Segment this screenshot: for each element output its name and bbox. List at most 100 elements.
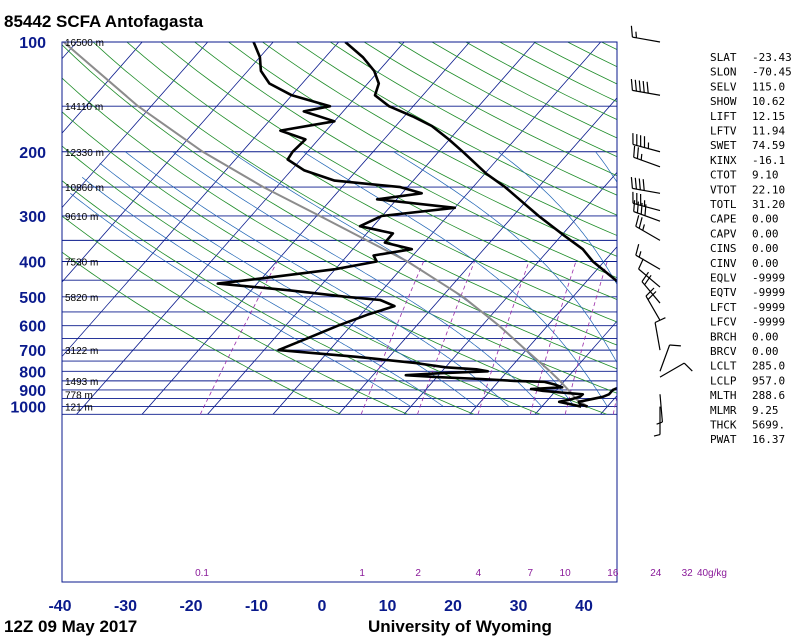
mixing-ratio-label: 2 <box>415 568 421 579</box>
barb-staff <box>632 202 661 212</box>
barb-flag <box>633 145 636 158</box>
temperature-tick-label: -10 <box>245 598 268 615</box>
height-label: 1493 m <box>65 377 98 388</box>
mixing-ratio-line <box>564 261 608 415</box>
index-value: 957.0 <box>752 374 785 387</box>
index-value: 9.25 <box>752 404 779 417</box>
index-name: SELV <box>710 80 737 93</box>
index-value: 10.62 <box>752 95 785 108</box>
index-value: 0.00 <box>752 242 779 255</box>
index-row: LCLP 957.0 <box>710 374 785 387</box>
index-value: 11.94 <box>752 125 785 138</box>
temperature-line <box>344 42 617 408</box>
isotherm <box>62 42 340 358</box>
wind-barb <box>653 406 661 437</box>
index-row: LCLT 285.0 <box>710 360 785 373</box>
footer-source: University of Wyoming <box>368 617 552 636</box>
height-label: 778 m <box>65 390 93 401</box>
index-name: KINX <box>710 154 737 167</box>
isotherm <box>0 42 11 414</box>
pressure-tick-label: 500 <box>19 290 46 307</box>
barb-staff <box>632 89 661 96</box>
mixing-ratio-label: 10 <box>560 568 572 579</box>
index-row: EQTV -9999 <box>710 286 785 299</box>
isotherm <box>62 42 274 283</box>
barb-flag <box>647 291 657 301</box>
wind-barb <box>630 177 661 194</box>
plot-frame <box>61 41 618 583</box>
barb-flag <box>630 79 633 91</box>
barb-flag <box>683 362 693 372</box>
isotherm <box>403 171 617 415</box>
index-value: 5699. <box>752 419 785 432</box>
height-label: 121 m <box>65 403 93 414</box>
wind-barb <box>633 200 661 222</box>
dry-adiabat <box>262 42 617 236</box>
index-row: CINV 0.00 <box>710 257 779 270</box>
pressure-tick-label: 800 <box>19 364 46 381</box>
dry-adiabat <box>296 42 617 216</box>
barb-flag <box>634 177 637 190</box>
mixing-ratio-label: 0.1 <box>195 568 209 579</box>
mixing-ratio-label: 32 <box>682 568 694 579</box>
mixing-ratio-label: 1 <box>359 568 365 579</box>
index-row: KINX -16.1 <box>710 154 785 167</box>
index-value: 285.0 <box>752 360 785 373</box>
index-value: 0.00 <box>752 213 779 226</box>
index-row: BRCH 0.00 <box>710 330 779 343</box>
index-value: -9999 <box>752 316 785 329</box>
barb-flag <box>634 79 637 92</box>
index-value: 0.00 <box>752 345 779 358</box>
barb-staff <box>633 156 661 168</box>
barb-staff <box>659 362 685 378</box>
index-row: CTOT 9.10 <box>710 169 779 182</box>
dry-adiabat <box>62 77 617 394</box>
index-value: 0.00 <box>752 227 779 240</box>
isotherm <box>272 42 602 415</box>
moist-adiabat <box>125 151 510 407</box>
barb-flag <box>654 317 666 324</box>
isotherm <box>76 42 405 415</box>
wind-barb <box>654 317 666 351</box>
barb-flag <box>640 202 643 215</box>
mixing-ratio-line <box>657 262 689 415</box>
wind-barb <box>630 79 661 96</box>
index-value: -9999 <box>752 272 785 285</box>
index-row: MLTH 288.6 <box>710 389 785 402</box>
mixing-ratio-line <box>477 261 530 415</box>
dry-adiabat <box>194 42 617 279</box>
pressure-tick-label: 600 <box>19 319 46 336</box>
dry-adiabat <box>92 42 617 346</box>
barb-flag <box>635 244 640 256</box>
index-name: LFTV <box>710 125 737 138</box>
diagram-grid <box>0 42 689 415</box>
barb-staff <box>633 211 661 222</box>
temperature-tick-label: -20 <box>179 598 202 615</box>
wind-barb <box>659 344 681 372</box>
mixing-ratio-line <box>529 261 577 415</box>
index-row: MLMR 9.25 <box>710 404 779 417</box>
mixing-ratio-label: 4 <box>476 568 482 579</box>
dry-adiabat <box>465 42 617 120</box>
barb-staff <box>632 36 661 43</box>
height-label: 16500 m <box>65 38 104 49</box>
barb-flag <box>636 201 639 213</box>
temperature-tick-label: -40 <box>48 598 71 615</box>
dry-adiabat <box>431 42 617 139</box>
moist-adiabat <box>393 151 617 364</box>
dry-adiabat <box>62 180 474 415</box>
index-name: PWAT <box>710 433 737 446</box>
barb-half-flag <box>642 224 645 231</box>
barb-flag <box>642 81 645 93</box>
barb-flag <box>645 287 655 297</box>
barb-staff <box>645 295 661 321</box>
wind-barb <box>630 25 661 43</box>
pressure-tick-label: 100 <box>19 35 46 52</box>
dry-adiabat <box>160 42 617 301</box>
pressure-tick-label: 400 <box>19 255 46 272</box>
mixing-ratio-line <box>417 261 475 415</box>
wind-barbs <box>630 25 693 437</box>
isotherm <box>141 42 471 415</box>
index-name: LCLP <box>710 374 737 387</box>
